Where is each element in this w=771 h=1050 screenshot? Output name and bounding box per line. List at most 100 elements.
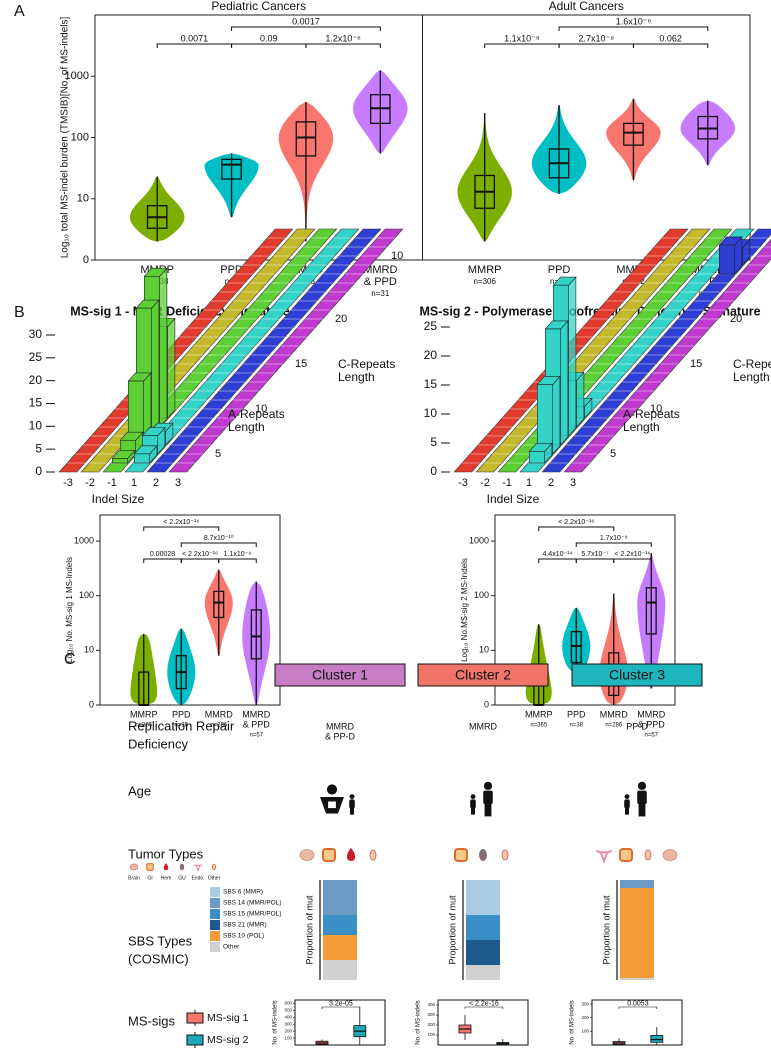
icon-gu (179, 863, 185, 871)
n-label: n=365 (135, 723, 153, 729)
y-tick-label: 0 (89, 699, 94, 709)
p-value: < 2.2x10⁻¹⁶ (558, 519, 594, 526)
p-value: 2.7x10⁻⁸ (578, 33, 614, 43)
y-axis-label: No. of MS-indels (273, 1000, 279, 1044)
icon-other (501, 849, 509, 861)
x-tick-label: 3 (175, 477, 181, 489)
y-tick-label: 200 (427, 1022, 435, 1027)
plot-frame (294, 999, 386, 1046)
icon-body (470, 799, 476, 809)
depth-tick-label: 15 (690, 358, 702, 370)
x-tick-label: 1 (131, 477, 137, 489)
comparison-bracket (218, 558, 257, 563)
p-value: 1.6x10⁻⁶ (616, 16, 652, 26)
p-value: 0.09 (260, 33, 278, 43)
y-tick-label: 20 (424, 348, 438, 362)
y-tick-label: 200 (284, 1028, 292, 1033)
y-tick-label: 1000 (74, 535, 94, 545)
plot-frame (99, 514, 281, 706)
y-tick-label: 600 (284, 1001, 292, 1006)
stacked-segment (323, 935, 357, 960)
legend-label: SBS 21 (MMR) (223, 922, 267, 929)
x-tick-label: MMRD (637, 709, 665, 719)
n-label: n=365 (530, 723, 548, 729)
legend-label: Other (223, 944, 240, 951)
p-value: 5.7x10⁻⁷ (581, 551, 609, 558)
box (221, 158, 242, 180)
y-tick-label: 1000 (469, 535, 489, 545)
n-label: n=31 (371, 289, 390, 298)
icon-diaper (328, 801, 336, 809)
n-label: n=38 (174, 723, 188, 729)
y-axis-label: Log₁₀ No.MS-sig 2 MS-Indels (460, 558, 469, 662)
x-tick-label: 2 (153, 477, 159, 489)
icon-brain (662, 849, 678, 861)
icon-endo (193, 864, 203, 872)
icon-other (211, 863, 217, 871)
depth-tick-label: 20 (730, 313, 742, 325)
icon-head (637, 781, 647, 790)
stacked-segment (466, 880, 500, 915)
x-tick-label: MMRP (468, 264, 502, 276)
y-tick-label: 10 (84, 645, 94, 655)
box (213, 590, 225, 619)
p-value: < 2.2e-16 (469, 1000, 499, 1007)
p-value: 0.00028 (150, 551, 175, 558)
icon-head (483, 781, 493, 790)
cluster-name: Cluster 3 (609, 667, 665, 683)
x-tick-label: & PPD (364, 276, 397, 288)
icon-head (470, 794, 476, 799)
p-value: < 2.2x10⁻¹⁶ (615, 551, 651, 558)
legend-swatch (210, 898, 220, 908)
bar (528, 451, 545, 464)
panel-label: B (14, 304, 25, 321)
facet-title: Adult Cancers (549, 0, 624, 13)
y-tick-label: 5 (35, 441, 42, 455)
x-tick-label: MMRD (205, 709, 233, 719)
depth-tick-label: 10 (391, 250, 403, 262)
plot-frame (437, 999, 529, 1046)
cluster-name: Cluster 2 (455, 667, 511, 683)
depth-axis-label: A-Repeats (623, 407, 680, 421)
bar-side (560, 320, 569, 446)
y-tick-label: 10 (424, 406, 438, 420)
bar-side (159, 267, 168, 428)
icon-legs (484, 803, 492, 817)
y-tick-label: 0 (430, 464, 437, 478)
y-tick-label: 0 (484, 699, 489, 709)
legend-swatch (210, 920, 220, 930)
x-tick-label: MMRP (525, 709, 553, 719)
comparison-bracket (632, 43, 709, 48)
depth-tick-label: 20 (335, 313, 347, 325)
row-label: SBS Types (128, 933, 193, 948)
box (250, 609, 262, 660)
n-label: n=286 (210, 723, 228, 729)
tumor-label: Endo. (191, 875, 204, 881)
y-axis-label: Log₁₀ No. MS-sig 1 MS-Indels (65, 557, 74, 663)
row-label: MS-sigs (128, 1013, 175, 1028)
bar (718, 244, 735, 275)
y-tick-label: 100 (79, 590, 94, 600)
y-tick-label: 10 (479, 645, 489, 655)
y-tick-label: 200 (581, 1015, 589, 1020)
y-tick-label: 100 (581, 1029, 589, 1034)
deficiency: & PP-D (325, 731, 356, 741)
y-axis-label: Log₁₀ total MS-indel burden (TMSIB)[No. … (60, 17, 71, 259)
legend-swatch (210, 909, 220, 919)
x-tick-label: & PPD (243, 719, 271, 729)
y-tick-label: 300 (284, 1021, 292, 1026)
icon-legs (638, 803, 646, 817)
legend-swatch (186, 1012, 204, 1024)
comparison-bracket (558, 26, 709, 31)
p-value: 0.062 (659, 33, 682, 43)
y-tick-label: 400 (427, 1002, 435, 1007)
panel-label: C (64, 651, 76, 668)
y-tick-label: 10 (29, 419, 43, 433)
x-tick-label: 3 (570, 477, 576, 489)
x-tick-label: 1 (526, 477, 532, 489)
icon-legs (625, 807, 629, 815)
x-tick-label: MMRD (600, 709, 628, 719)
comparison-bracket (538, 558, 577, 563)
stacked-segment (466, 915, 500, 940)
legend-label: MS-sig 2 (207, 1034, 249, 1046)
